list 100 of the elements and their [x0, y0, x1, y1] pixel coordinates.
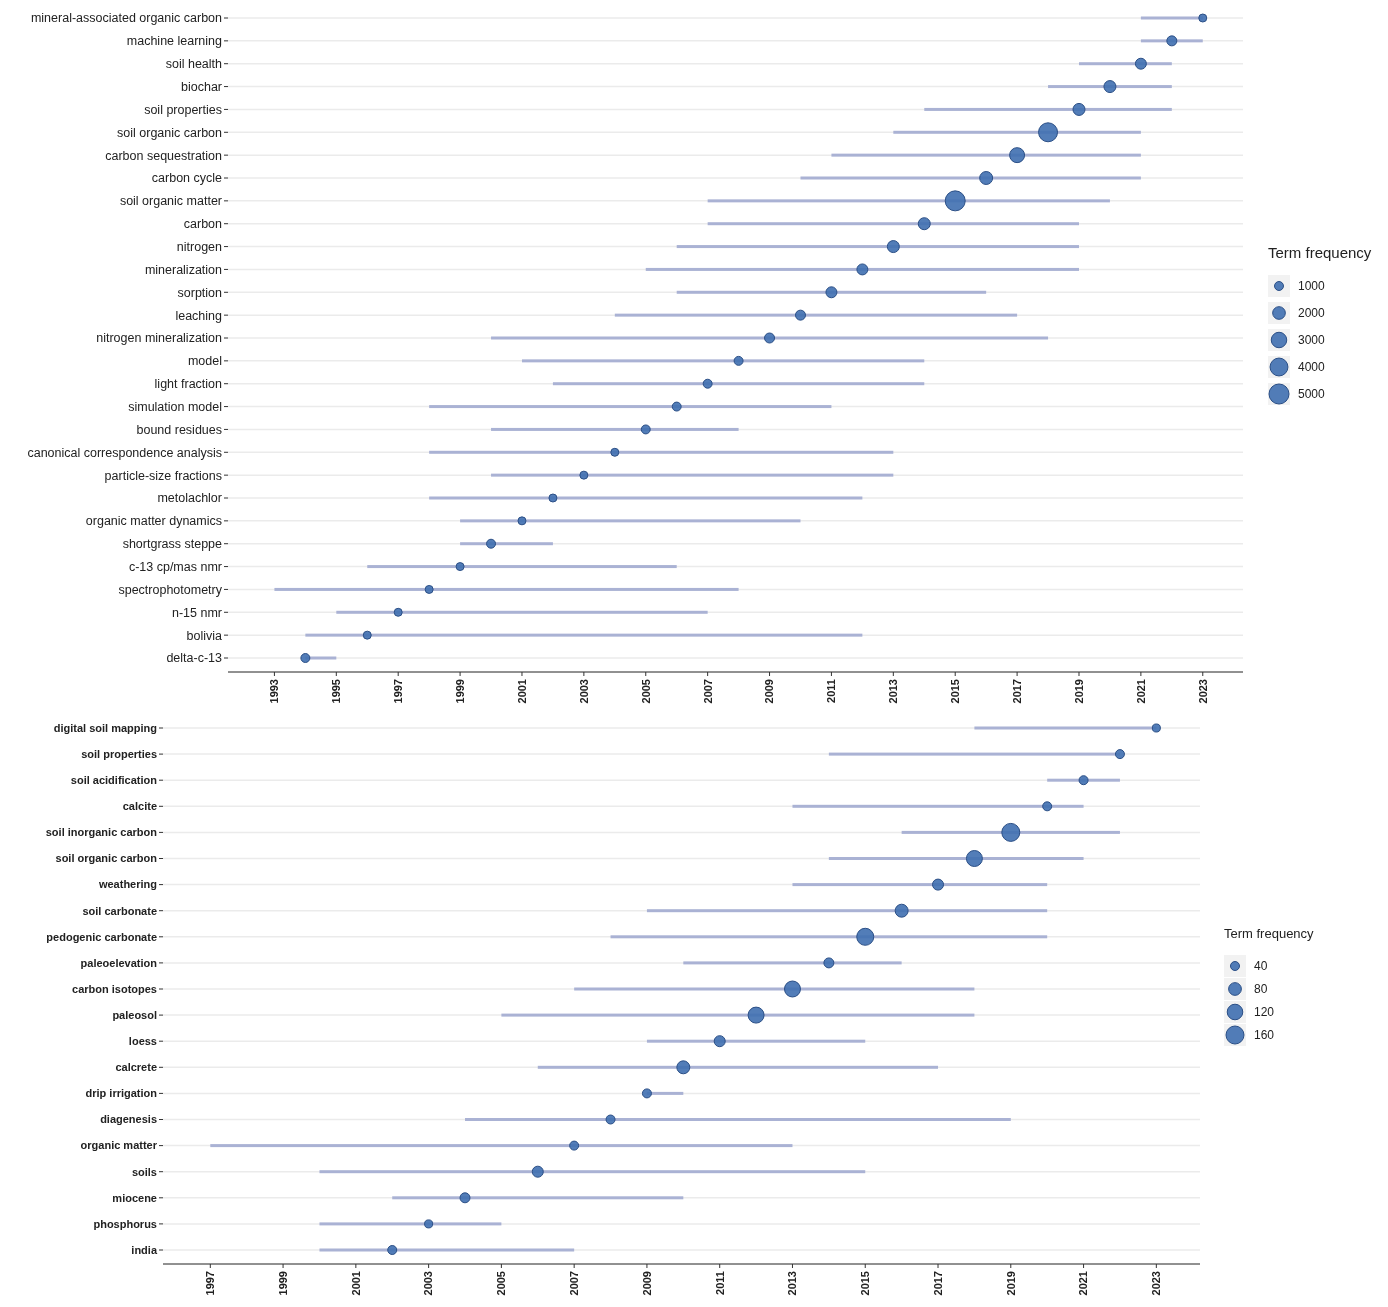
- bar: [501, 1013, 975, 1017]
- y-tick-label: carbon: [183, 217, 223, 232]
- bar: [646, 909, 1048, 913]
- x-tick-label: 1993: [268, 679, 281, 704]
- y-tick-label: soil properties: [81, 747, 157, 760]
- x-tick-label: 2013: [887, 679, 900, 704]
- y-tick-label: delta-c-13: [166, 651, 223, 666]
- legend-label: 5000: [1298, 387, 1326, 402]
- y-tick-label: calcite: [122, 800, 157, 813]
- x-tick-label: 2005: [495, 1271, 508, 1296]
- y-tick-label: mineralization: [144, 262, 223, 277]
- y-tick-label: spectrophotometry: [118, 582, 223, 597]
- x-tick-label: 2001: [349, 1271, 362, 1296]
- x-tick-label: 2009: [763, 679, 776, 704]
- bar: [831, 153, 1141, 157]
- legend-label: 40: [1254, 959, 1268, 974]
- y-tick-label: n-15 nmr: [171, 605, 222, 620]
- legend-label: 160: [1254, 1028, 1275, 1043]
- x-tick-label: 1997: [392, 679, 405, 704]
- x-tick-label: 2011: [825, 679, 838, 703]
- y-tick-label: digital soil mapping: [53, 721, 157, 734]
- legend-title: Term frequency: [1224, 926, 1315, 941]
- y-tick-label: mineral-associated organic carbon: [30, 11, 223, 26]
- y-tick-label: shortgrass steppe: [122, 537, 223, 552]
- x-tick-label: 1997: [204, 1271, 217, 1296]
- x-tick-label: 2021: [1077, 1271, 1090, 1296]
- y-tick-label: soil properties: [144, 102, 222, 117]
- y-tick-label: soil inorganic carbon: [45, 826, 158, 839]
- y-tick-label: soil health: [165, 57, 223, 72]
- y-tick-label: soil organic matter: [119, 194, 222, 209]
- x-tick-label: 2011: [713, 1271, 726, 1295]
- x-tick-label: 2005: [639, 679, 652, 704]
- y-tick-label: calcrete: [115, 1061, 157, 1074]
- legend-label: 3000: [1298, 333, 1326, 348]
- y-tick-label: nitrogen mineralization: [96, 331, 223, 346]
- y-tick-label: leaching: [175, 308, 223, 323]
- y-tick-label: metolachlor: [157, 491, 222, 506]
- x-tick-label: 2007: [701, 679, 714, 704]
- y-tick-label: paleoelevation: [80, 956, 158, 969]
- y-tick-label: soil organic carbon: [55, 852, 158, 865]
- bar: [707, 199, 1110, 203]
- legend-title: Term frequency: [1268, 244, 1372, 261]
- y-tick-label: drip irrigation: [85, 1087, 158, 1100]
- legend-label: 120: [1254, 1005, 1275, 1020]
- y-tick-label: biochar: [181, 79, 222, 94]
- y-tick-label: model: [187, 354, 222, 369]
- y-tick-label: canonical correspondence analysis: [27, 445, 222, 460]
- y-tick-label: weathering: [97, 878, 157, 891]
- legend-label: 80: [1254, 982, 1268, 997]
- x-tick-label: 2013: [786, 1271, 799, 1296]
- y-tick-label: organic matter dynamics: [85, 514, 222, 529]
- bar: [537, 1065, 939, 1069]
- x-tick-label: 2001: [515, 679, 528, 704]
- bar: [574, 987, 975, 991]
- x-tick-label: 1999: [453, 679, 466, 704]
- legend-label: 4000: [1298, 360, 1326, 375]
- y-tick-label: pedogenic carbonate: [46, 930, 157, 943]
- y-tick-label: miocene: [112, 1191, 157, 1204]
- bar: [610, 935, 1048, 939]
- x-tick-label: 2007: [568, 1271, 581, 1296]
- y-tick-label: carbon cycle: [151, 171, 223, 186]
- y-tick-label: simulation model: [128, 399, 222, 414]
- y-tick-label: soil acidification: [70, 774, 158, 787]
- x-tick-label: 2015: [859, 1271, 872, 1296]
- y-tick-label: carbon isotopes: [72, 982, 157, 995]
- y-tick-label: particle-size fractions: [104, 468, 222, 483]
- y-tick-label: carbon sequestration: [105, 148, 223, 163]
- y-tick-label: phosphorus: [93, 1217, 157, 1230]
- y-tick-label: bolivia: [186, 628, 223, 643]
- x-tick-label: 2003: [422, 1271, 435, 1296]
- x-tick-label: 2019: [1004, 1271, 1017, 1296]
- legend-label: 1000: [1298, 279, 1326, 294]
- y-tick-label: c-13 cp/mas nmr: [128, 559, 222, 574]
- y-tick-label: soil carbonate: [82, 904, 157, 917]
- legend-label: 2000: [1298, 306, 1326, 321]
- x-tick-label: 2021: [1134, 679, 1147, 704]
- x-tick-label: 2003: [577, 679, 590, 704]
- y-tick-label: light fraction: [154, 377, 223, 392]
- y-tick-label: diagenesis: [100, 1113, 157, 1126]
- y-tick-label: soils: [131, 1165, 157, 1178]
- x-tick-label: 2017: [1010, 679, 1023, 704]
- y-tick-label: organic matter: [80, 1139, 158, 1152]
- x-tick-label: 2015: [949, 679, 962, 704]
- x-tick-label: 2023: [1196, 679, 1209, 704]
- y-tick-label: loess: [128, 1035, 157, 1048]
- bar: [828, 857, 1084, 860]
- y-tick-label: paleosol: [112, 1008, 157, 1021]
- y-tick-label: machine learning: [126, 34, 223, 49]
- x-tick-label: 2019: [1072, 679, 1085, 704]
- y-tick-label: sorption: [177, 285, 223, 300]
- y-tick-label: soil organic carbon: [117, 125, 223, 140]
- x-tick-label: 2023: [1150, 1271, 1163, 1296]
- y-tick-label: nitrogen: [176, 239, 223, 254]
- y-tick-label: india: [131, 1243, 158, 1256]
- x-tick-label: 1995: [330, 679, 343, 704]
- x-tick-label: 2009: [640, 1271, 653, 1296]
- y-tick-label: bound residues: [136, 422, 222, 437]
- bar: [893, 130, 1141, 134]
- x-tick-label: 2017: [931, 1271, 944, 1296]
- x-tick-label: 1999: [276, 1271, 289, 1296]
